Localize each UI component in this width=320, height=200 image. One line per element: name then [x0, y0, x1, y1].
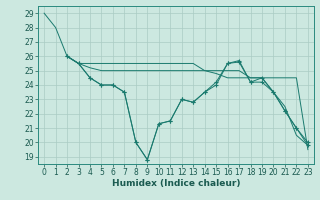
- X-axis label: Humidex (Indice chaleur): Humidex (Indice chaleur): [112, 179, 240, 188]
